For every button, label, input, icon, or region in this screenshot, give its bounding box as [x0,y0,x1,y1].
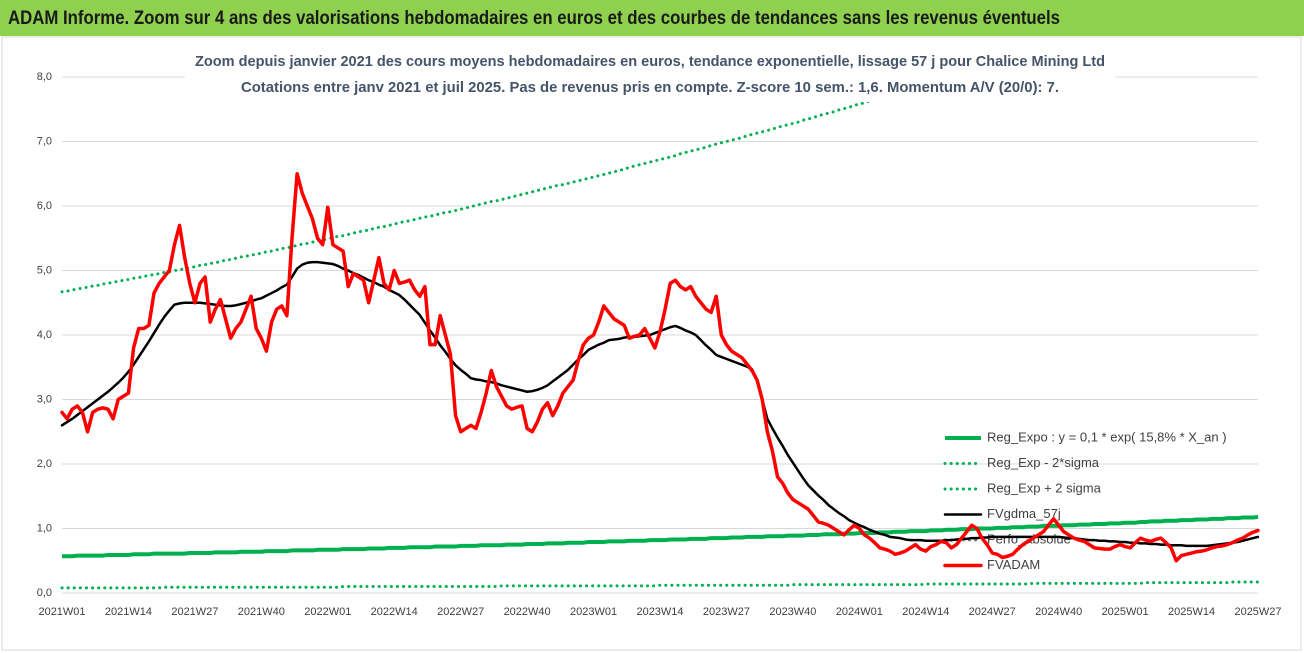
series-line [62,514,1259,559]
x-tick-label: 2025W27 [1234,606,1281,618]
y-tick-label: 7,0 [37,135,52,147]
chart-frame [1,36,1302,651]
x-tick-label: 2022W01 [304,606,351,618]
x-tick-label: 2023W27 [703,606,750,618]
x-tick-label: 2022W14 [371,606,418,618]
x-tick-label: 2024W40 [1035,606,1082,618]
legend-label: FVgdma_57j [987,506,1061,521]
y-tick-label: 3,0 [37,393,52,405]
series-line [60,260,1260,548]
x-tick-label: 2024W27 [969,606,1016,618]
x-tick-label: 2025W14 [1168,606,1215,618]
legend-label: Reg_Expo : y = 0,1 * exp( 15,8% * X_an ) [987,429,1227,444]
x-tick-label: 2021W14 [105,606,152,618]
banner-background [0,0,1304,36]
y-tick-label: 1,0 [37,522,52,534]
plot-lines [60,70,1260,590]
x-tick-label: 2024W01 [836,606,883,618]
x-tick-label: 2021W27 [171,606,218,618]
banner-title: ADAM Informe. Zoom sur 4 ans des valoris… [8,8,1060,29]
y-tick-label: 5,0 [37,264,52,276]
legend-label: FVADAM [987,557,1040,572]
x-tick-label: 2021W40 [238,606,285,618]
grid: 0,0 1,0 2,0 3,0 4,0 5,0 6,0 7,0 8,0 2021W01 2021W1… [37,71,1282,618]
x-tick-label: 2023W01 [570,606,617,618]
x-tick-label: 2025W01 [1102,606,1149,618]
y-tick-label: 0,0 [37,587,52,599]
y-tick-label: 2,0 [37,458,52,470]
x-tick-label: 2023W40 [769,606,816,618]
legend-label: Reg_Exp - 2*sigma [987,455,1100,470]
chart-title: Zoom depuis janvier 2021 des cours moyen… [195,53,1105,70]
y-tick-label: 4,0 [37,329,52,341]
x-tick-label: 2022W40 [504,606,551,618]
chart-subtitle: Cotations entre janv 2021 et juil 2025. … [241,79,1059,96]
x-tick-label: 2023W14 [636,606,683,618]
legend: Reg_Expo : y = 0,1 * exp( 15,8% * X_an )… [943,429,1227,572]
title-box [185,44,1115,102]
x-tick-label: 2022W27 [437,606,484,618]
x-tick-label: 2021W01 [38,606,85,618]
series-line [60,580,1260,590]
series-line [60,70,975,294]
legend-label: Reg_Exp + 2 sigma [987,480,1102,495]
y-tick-label: 8,0 [37,71,52,83]
series-line [60,172,1260,563]
y-tick-label: 6,0 [37,200,52,212]
x-tick-label: 2024W14 [902,606,949,618]
